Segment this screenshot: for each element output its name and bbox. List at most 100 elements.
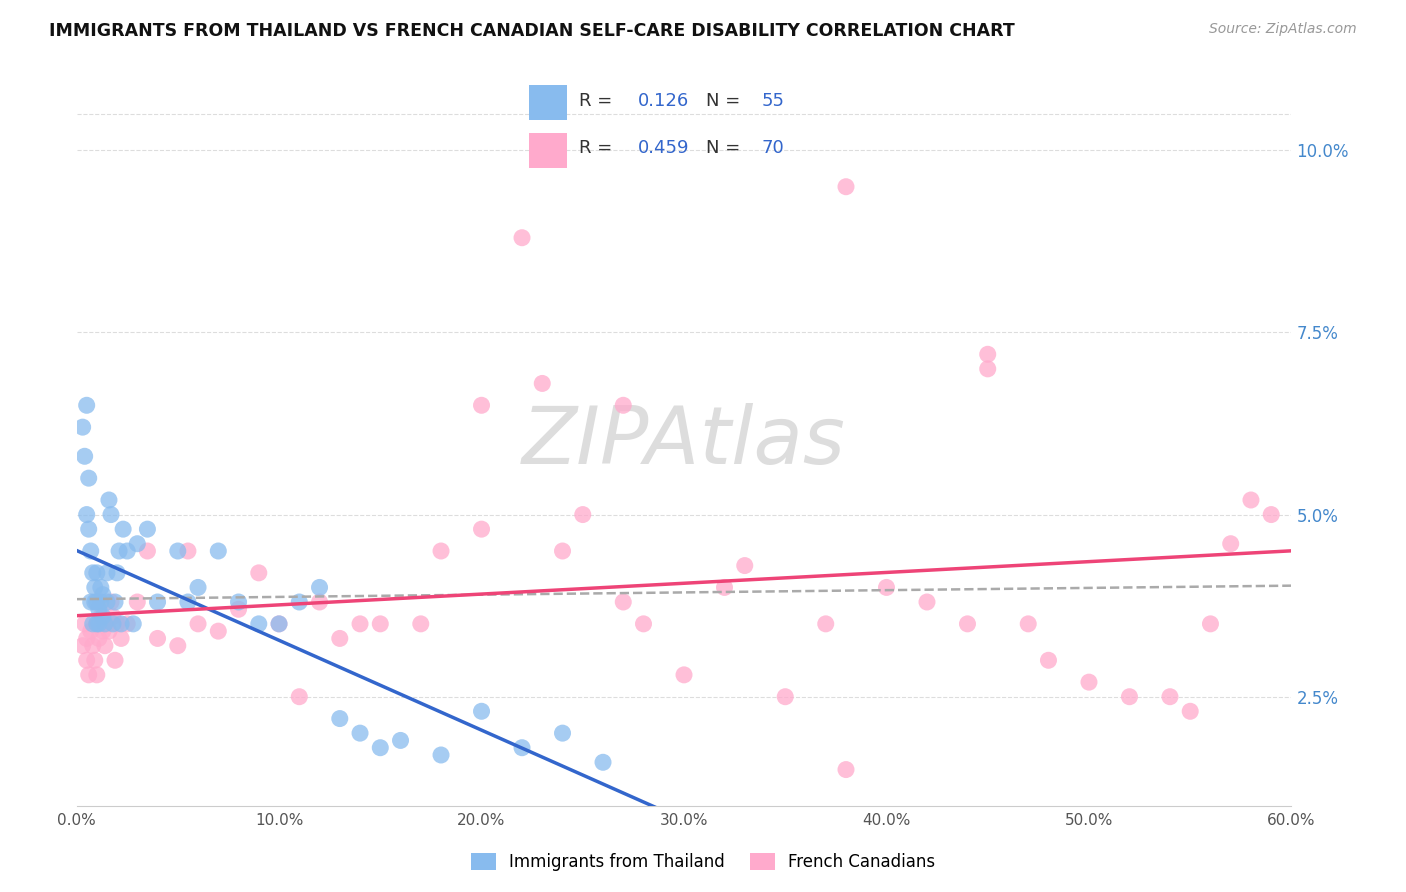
- Point: [83, 653, 105, 667]
- Point: [73, 616, 96, 631]
- Point: [368, 740, 391, 755]
- Point: [1199, 616, 1222, 631]
- Text: IMMIGRANTS FROM THAILAND VS FRENCH CANADIAN SELF-CARE DISABILITY CORRELATION CHA: IMMIGRANTS FROM THAILAND VS FRENCH CANAD…: [49, 22, 1015, 40]
- Point: [90, 595, 112, 609]
- Point: [115, 544, 138, 558]
- Point: [713, 581, 735, 595]
- Point: [136, 544, 159, 558]
- Point: [101, 616, 124, 631]
- Point: [86, 595, 108, 609]
- Point: [83, 595, 105, 609]
- Point: [122, 616, 145, 631]
- Point: [571, 508, 593, 522]
- Point: [86, 616, 108, 631]
- Point: [1180, 704, 1202, 718]
- Point: [110, 632, 132, 646]
- Point: [100, 508, 122, 522]
- Point: [97, 493, 120, 508]
- Point: [73, 450, 96, 464]
- Point: [96, 566, 118, 580]
- Point: [76, 632, 98, 646]
- Point: [288, 690, 311, 704]
- FancyBboxPatch shape: [530, 134, 567, 168]
- Text: N =: N =: [706, 93, 745, 111]
- Point: [773, 690, 796, 704]
- Point: [101, 609, 124, 624]
- Point: [1219, 537, 1241, 551]
- Point: [82, 616, 104, 631]
- Point: [329, 632, 352, 646]
- Point: [105, 566, 128, 580]
- Point: [72, 639, 94, 653]
- Point: [633, 616, 655, 631]
- Point: [77, 522, 100, 536]
- Point: [1159, 690, 1181, 704]
- Point: [177, 544, 200, 558]
- Point: [672, 668, 695, 682]
- Point: [90, 609, 112, 624]
- Text: 0.126: 0.126: [638, 93, 689, 111]
- Point: [956, 616, 979, 631]
- Text: ZIPAtlas: ZIPAtlas: [522, 402, 846, 481]
- Point: [551, 726, 574, 740]
- Point: [96, 616, 118, 631]
- Point: [112, 522, 135, 536]
- Point: [430, 544, 453, 558]
- Point: [368, 616, 391, 631]
- Point: [835, 763, 858, 777]
- Point: [94, 639, 117, 653]
- Point: [80, 595, 103, 609]
- Point: [76, 398, 98, 412]
- Point: [166, 544, 188, 558]
- Point: [90, 581, 112, 595]
- Text: R =: R =: [579, 139, 619, 157]
- Point: [510, 740, 533, 755]
- Text: 0.459: 0.459: [638, 139, 689, 157]
- Text: 70: 70: [762, 139, 785, 157]
- Point: [108, 544, 131, 558]
- Point: [110, 616, 132, 631]
- Point: [83, 581, 105, 595]
- Point: [105, 616, 128, 631]
- Point: [94, 616, 117, 631]
- Point: [977, 362, 1000, 376]
- Point: [267, 616, 290, 631]
- Point: [612, 595, 634, 609]
- Point: [470, 398, 492, 412]
- Point: [146, 632, 169, 646]
- Point: [86, 616, 108, 631]
- Point: [228, 595, 250, 609]
- Point: [96, 595, 118, 609]
- Point: [136, 522, 159, 536]
- Point: [510, 231, 533, 245]
- Point: [187, 616, 209, 631]
- FancyBboxPatch shape: [530, 86, 567, 120]
- Point: [127, 595, 149, 609]
- Point: [814, 616, 837, 631]
- Point: [1118, 690, 1140, 704]
- Point: [470, 704, 492, 718]
- Point: [228, 602, 250, 616]
- Point: [127, 537, 149, 551]
- Point: [267, 616, 290, 631]
- Point: [91, 609, 114, 624]
- Point: [87, 602, 110, 616]
- Point: [470, 522, 492, 536]
- Point: [87, 632, 110, 646]
- Text: R =: R =: [579, 93, 619, 111]
- Point: [72, 420, 94, 434]
- Point: [531, 376, 554, 391]
- Point: [612, 398, 634, 412]
- Point: [409, 616, 432, 631]
- Point: [76, 653, 98, 667]
- Legend: Immigrants from Thailand, French Canadians: Immigrants from Thailand, French Canadia…: [463, 845, 943, 880]
- Point: [76, 508, 98, 522]
- Point: [77, 668, 100, 682]
- Point: [389, 733, 412, 747]
- Point: [329, 712, 352, 726]
- Point: [86, 566, 108, 580]
- Point: [430, 747, 453, 762]
- Point: [104, 653, 127, 667]
- Point: [82, 566, 104, 580]
- Point: [80, 544, 103, 558]
